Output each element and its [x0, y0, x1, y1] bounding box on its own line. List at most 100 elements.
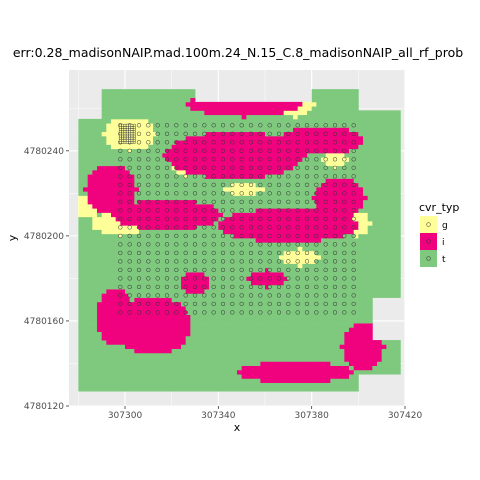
raster-cell-i — [246, 229, 252, 235]
raster-cell-t — [339, 306, 345, 311]
raster-cell-t — [237, 378, 243, 384]
raster-cell-t — [87, 301, 93, 307]
raster-cell-t — [190, 348, 196, 354]
raster-cell-t — [372, 148, 378, 154]
raster-cell-i — [237, 110, 243, 116]
raster-cell-i — [316, 208, 322, 213]
raster-cell-i — [353, 191, 359, 196]
raster-cell-t — [218, 369, 224, 375]
sample-point-i — [304, 216, 310, 222]
raster-cell-t — [344, 118, 350, 124]
raster-cell-i — [274, 272, 280, 277]
raster-cell-t — [363, 284, 369, 290]
raster-cell-t — [307, 382, 313, 388]
raster-cell-t — [157, 186, 163, 192]
raster-cell-t — [92, 361, 98, 366]
raster-cell-i — [218, 106, 224, 111]
raster-cell-i — [339, 374, 345, 379]
raster-cell-t — [335, 361, 341, 366]
raster-cell-t — [148, 272, 154, 277]
raster-cell-t — [153, 369, 159, 375]
raster-cell-t — [92, 301, 98, 307]
raster-cell-g — [279, 255, 285, 260]
raster-cell-i — [349, 135, 355, 141]
raster-cell-i — [293, 220, 299, 226]
raster-cell-i — [251, 106, 257, 111]
raster-cell-i — [339, 135, 345, 141]
sample-point-t — [295, 242, 300, 247]
raster-cell-g — [92, 208, 98, 213]
raster-cell-t — [302, 348, 308, 354]
raster-cell-t — [255, 382, 261, 388]
sample-point-i — [174, 310, 179, 315]
raster-cell-t — [78, 276, 84, 281]
raster-cell-i — [288, 101, 294, 107]
sample-point-t — [164, 242, 170, 247]
raster-cell-g — [143, 135, 149, 141]
raster-cell-t — [83, 118, 89, 124]
raster-cell-t — [106, 255, 112, 260]
raster-cell-i — [195, 140, 201, 145]
sample-point-t — [155, 233, 160, 239]
sample-point-t — [202, 310, 207, 315]
raster-cell-i — [185, 225, 191, 230]
raster-cell-i — [209, 169, 215, 175]
raster-cell-t — [279, 386, 285, 392]
raster-cell-t — [302, 118, 308, 124]
raster-cell-t — [349, 161, 355, 167]
raster-cell-i — [185, 216, 191, 222]
raster-cell-t — [167, 369, 173, 375]
raster-cell-t — [190, 323, 196, 328]
raster-cell-t — [391, 199, 397, 205]
raster-cell-i — [302, 127, 308, 133]
raster-cell-t — [391, 357, 397, 362]
raster-cell-t — [283, 127, 289, 133]
raster-cell-t — [227, 335, 233, 341]
raster-cell-t — [83, 144, 89, 150]
raster-cell-i — [195, 135, 201, 141]
raster-cell-t — [274, 255, 280, 260]
raster-cell-i — [195, 208, 201, 213]
raster-cell-t — [279, 301, 285, 307]
raster-cell-t — [321, 114, 327, 120]
raster-cell-t — [232, 382, 238, 388]
raster-cell-i — [185, 161, 191, 167]
sample-point-t — [202, 293, 207, 298]
sample-point-i — [164, 225, 170, 230]
raster-cell-i — [279, 276, 285, 281]
raster-cell-t — [106, 272, 112, 277]
raster-cell-i — [167, 157, 173, 162]
raster-cell-t — [171, 110, 177, 116]
sample-point-t — [351, 310, 356, 315]
raster-cell-i — [181, 331, 187, 337]
raster-cell-t — [279, 182, 285, 188]
raster-cell-i — [283, 229, 289, 235]
sample-point-i — [267, 276, 272, 281]
raster-cell-i — [363, 340, 369, 345]
raster-cell-i — [232, 229, 238, 235]
raster-cell-t — [255, 331, 261, 337]
raster-cell-t — [139, 148, 145, 154]
raster-cell-i — [311, 378, 317, 384]
raster-cell-t — [106, 106, 112, 111]
raster-cell-i — [106, 327, 112, 332]
raster-cell-i — [283, 374, 289, 379]
raster-cell-t — [92, 365, 98, 371]
raster-cell-t — [213, 263, 219, 269]
raster-cell-i — [129, 203, 135, 209]
raster-cell-t — [111, 386, 117, 392]
raster-cell-i — [237, 220, 243, 226]
raster-cell-i — [279, 135, 285, 141]
raster-cell-t — [283, 382, 289, 388]
raster-cell-t — [157, 352, 163, 358]
raster-cell-t — [92, 123, 98, 128]
raster-cell-i — [195, 101, 201, 107]
sample-point-i — [276, 276, 282, 281]
raster-cell-t — [325, 276, 331, 281]
raster-cell-t — [195, 369, 201, 375]
raster-cell-t — [87, 131, 93, 137]
raster-cell-i — [241, 169, 247, 175]
sample-point-t — [230, 242, 235, 247]
raster-cell-t — [176, 97, 182, 103]
raster-cell-t — [195, 335, 201, 341]
